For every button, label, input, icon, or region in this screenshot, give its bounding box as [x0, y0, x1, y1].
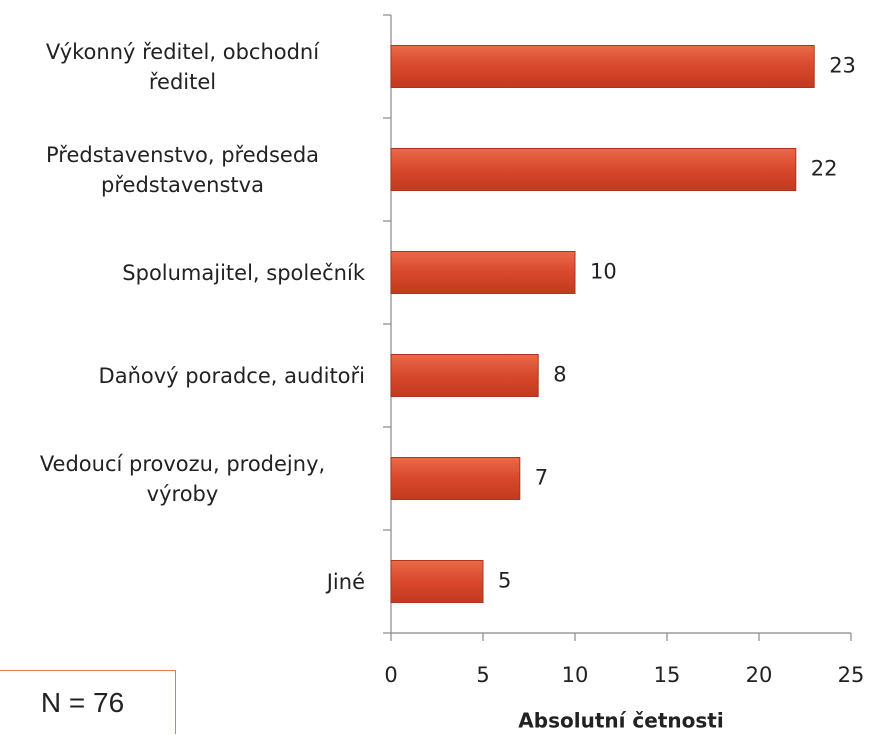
bar — [390, 560, 484, 603]
bar — [390, 354, 539, 397]
bar — [390, 148, 797, 191]
bar — [390, 251, 576, 294]
value-label: 5 — [498, 569, 511, 593]
x-tick-label: 20 — [746, 663, 773, 687]
category-label: Výkonný ředitel, obchodní ředitel — [45, 39, 320, 94]
category-label: Představenstvo, předseda představenstva — [45, 142, 320, 197]
x-tick-label: 0 — [384, 663, 397, 687]
x-tick-label: 15 — [654, 663, 681, 687]
value-label: 22 — [811, 157, 838, 181]
x-axis-title: Absolutní četnosti — [518, 709, 723, 733]
sample-size: N = 76 — [0, 670, 176, 734]
x-tick-label: 5 — [476, 663, 489, 687]
bar — [390, 457, 521, 500]
x-tick-label: 25 — [838, 663, 865, 687]
category-label: Jiné — [326, 569, 365, 594]
category-label: Spolumajitel, společník — [122, 260, 365, 285]
value-label: 8 — [553, 363, 566, 387]
bar — [390, 45, 815, 88]
category-label: Daňový poradce, auditoři — [98, 363, 365, 388]
x-tick-label: 10 — [562, 663, 589, 687]
value-label: 10 — [590, 260, 617, 284]
value-label: 7 — [535, 466, 548, 490]
category-label: Vedoucí provozu, prodejny, výroby — [39, 451, 326, 506]
value-label: 23 — [829, 54, 856, 78]
